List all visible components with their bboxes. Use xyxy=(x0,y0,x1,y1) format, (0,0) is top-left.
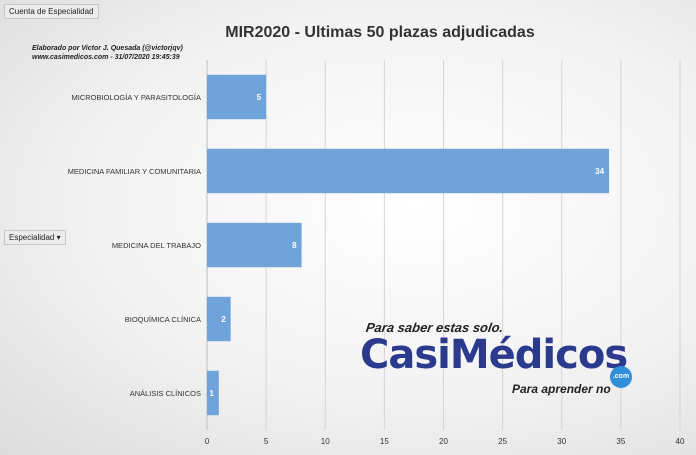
bar xyxy=(207,74,267,120)
logo-dotcom: .com xyxy=(610,366,632,388)
credits-site: www.casimedicos.com - 31/07/2020 19:45:3… xyxy=(32,54,180,61)
x-tick-label: 35 xyxy=(616,437,625,446)
bar xyxy=(207,148,610,194)
category-label: MEDICINA DEL TRABAJO xyxy=(112,241,201,250)
pivot-field-button-count[interactable]: Cuenta de Especialidad xyxy=(4,4,99,19)
x-tick-label: 20 xyxy=(439,437,448,446)
logo-tagline-bottom: Para aprender no xyxy=(512,382,611,396)
category-label: BIOQUÍMICA CLÍNICA xyxy=(125,315,201,324)
category-label: ANÁLISIS CLÍNICOS xyxy=(130,389,201,398)
credits: Elaborado por Victor J. Quesada (@victor… xyxy=(32,44,183,62)
data-label: 34 xyxy=(595,167,604,176)
bar xyxy=(207,296,231,342)
x-tick-label: 30 xyxy=(557,437,566,446)
bar xyxy=(207,222,302,268)
pivot-field-label: Especialidad xyxy=(9,233,55,242)
data-label: 8 xyxy=(292,241,297,250)
x-tick-label: 25 xyxy=(498,437,507,446)
bar xyxy=(207,370,219,416)
data-label: 2 xyxy=(221,315,226,324)
logo-brand: CasiMédicos xyxy=(360,332,628,378)
data-label: 5 xyxy=(257,93,262,102)
category-label: MICROBIOLOGÍA Y PARASITOLOGÍA xyxy=(72,93,202,102)
casimedicos-logo: Para saber estas solo. CasiMédicos .com … xyxy=(358,318,638,408)
credits-author: Elaborado por Victor J. Quesada (@victor… xyxy=(32,45,183,52)
x-tick-label: 40 xyxy=(676,437,685,446)
x-tick-label: 5 xyxy=(264,437,269,446)
pivot-field-button-especialidad[interactable]: Especialidad ▾ xyxy=(4,230,66,245)
chart-title: MIR2020 - Ultimas 50 plazas adjudicadas xyxy=(225,24,535,41)
x-tick-label: 15 xyxy=(380,437,389,446)
x-tick-label: 0 xyxy=(205,437,210,446)
category-label: MEDICINA FAMILIAR Y COMUNITARIA xyxy=(68,167,201,176)
caret-down-icon: ▾ xyxy=(56,233,61,242)
data-label: 1 xyxy=(209,389,214,398)
x-tick-label: 10 xyxy=(321,437,330,446)
pivot-field-label: Cuenta de Especialidad xyxy=(9,7,94,16)
